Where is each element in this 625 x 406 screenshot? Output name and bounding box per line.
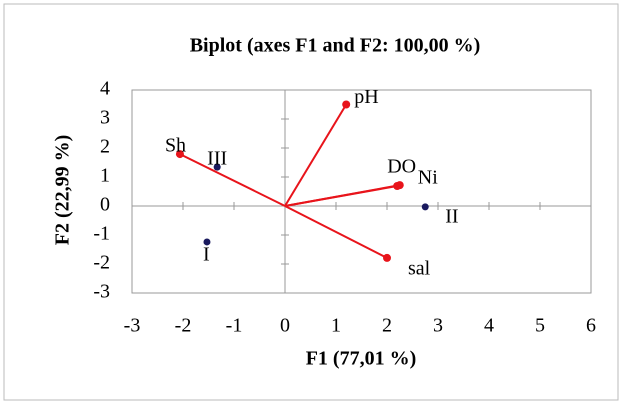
point-label: pH xyxy=(354,86,378,108)
y-tick-label: 3 xyxy=(100,107,110,129)
x-tick-label: 6 xyxy=(586,315,596,337)
plot-area xyxy=(131,89,592,294)
x-tick-label: 4 xyxy=(484,315,494,337)
y-tick-label: 0 xyxy=(100,194,110,216)
x-tick-label: 1 xyxy=(331,315,341,337)
x-axis-label: F1 (77,01 %) xyxy=(306,348,417,370)
y-tick-label: -2 xyxy=(93,252,110,274)
point-label: I xyxy=(203,244,210,266)
loading-vector xyxy=(179,153,286,207)
y-tick-label: -3 xyxy=(93,281,110,303)
observation-point xyxy=(213,163,221,171)
x-tick-label: 5 xyxy=(535,315,545,337)
point-label: DO xyxy=(387,156,416,178)
chart-frame xyxy=(3,3,619,401)
variable-point xyxy=(175,150,184,159)
x-tick-label: -3 xyxy=(124,315,141,337)
point-label: sal xyxy=(408,258,431,280)
x-tick-label: -1 xyxy=(226,315,243,337)
point-label: III xyxy=(207,148,227,170)
x-tick-label: -2 xyxy=(175,315,192,337)
point-label: II xyxy=(445,205,458,227)
y-tick-label: 2 xyxy=(100,136,110,158)
point-label: Ni xyxy=(418,167,438,189)
loading-vector xyxy=(284,205,388,259)
y-tick-label: -1 xyxy=(93,223,110,245)
x-tick-label: 0 xyxy=(280,315,290,337)
variable-point xyxy=(342,100,351,109)
x-tick-label: 3 xyxy=(433,315,443,337)
loading-vector xyxy=(284,103,348,207)
observation-point xyxy=(203,238,211,246)
point-label: Sh xyxy=(165,135,186,157)
observation-point xyxy=(421,203,429,211)
variable-point xyxy=(383,253,391,262)
loading-vector xyxy=(284,184,400,207)
chart-title: Biplot (axes F1 and F2: 100,00 %) xyxy=(190,35,481,57)
y-tick-label: 1 xyxy=(100,165,110,187)
y-axis-label: F2 (22,99 %) xyxy=(52,135,74,246)
y-tick-label: 4 xyxy=(100,78,110,100)
x-tick-label: 2 xyxy=(382,315,392,337)
variable-point xyxy=(395,181,404,190)
